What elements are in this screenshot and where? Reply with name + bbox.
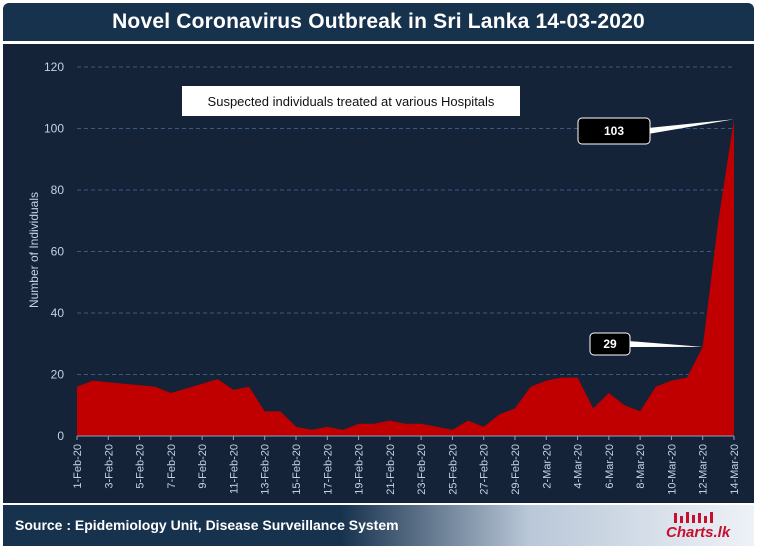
source-text: Source : Epidemiology Unit, Disease Surv… — [15, 517, 399, 533]
x-tick-label: 23-Feb-20 — [416, 444, 428, 495]
y-tick-label: 100 — [44, 122, 64, 136]
x-tick-label: 29-Feb-20 — [510, 444, 522, 495]
y-tick-label: 20 — [51, 368, 65, 382]
x-tick-label: 21-Feb-20 — [385, 444, 397, 495]
x-tick-label: 1-Feb-20 — [72, 444, 84, 489]
chart-subtitle: Suspected individuals treated at various… — [208, 94, 495, 109]
annotation-pointer — [628, 341, 703, 347]
annotation-pointer — [648, 119, 734, 134]
x-axis: 1-Feb-20 3-Feb-20 5-Feb-20 7-Feb-20 9-Feb-20… — [72, 435, 741, 495]
y-tick-label: 0 — [57, 429, 64, 443]
x-tick-label: 14-Mar-20 — [729, 444, 741, 495]
area-fill — [77, 119, 734, 437]
x-tick-label: 10-Mar-20 — [666, 444, 678, 495]
x-tick-label: 27-Feb-20 — [479, 444, 491, 495]
y-tick-labels: 0 20 40 60 80 100 120 — [44, 60, 64, 443]
y-tick-label: 60 — [51, 245, 65, 259]
annotation-label: 29 — [603, 337, 617, 351]
y-tick-label: 80 — [51, 183, 65, 197]
bar-chart-logo-icon — [674, 512, 713, 523]
annotations: 103 29 — [577, 117, 734, 356]
x-tick-label: 6-Mar-20 — [604, 444, 616, 489]
area-series — [77, 119, 734, 437]
x-tick-label: 8-Mar-20 — [635, 444, 647, 489]
x-tick-label: 3-Feb-20 — [103, 444, 115, 489]
logo-text: Charts.lk — [666, 524, 731, 541]
x-tick-label: 17-Feb-20 — [322, 444, 334, 495]
annotation-label: 103 — [604, 124, 624, 138]
annotation-box — [577, 117, 651, 145]
x-tick-label: 11-Feb-20 — [228, 444, 240, 494]
x-tick-label: 9-Feb-20 — [197, 444, 209, 489]
x-tick-label: 12-Mar-20 — [698, 444, 710, 495]
chart-subtitle-box — [182, 86, 520, 116]
x-tick-label: 5-Feb-20 — [135, 444, 147, 489]
y-axis-label: Number of Individuals — [27, 192, 41, 308]
x-tick-label: 2-Mar-20 — [541, 444, 553, 489]
x-tick-label: 25-Feb-20 — [447, 444, 459, 495]
annotation-box — [589, 332, 631, 356]
x-tick-label: 7-Feb-20 — [166, 444, 178, 489]
x-tick-label: 15-Feb-20 — [291, 444, 303, 495]
charts-lk-logo: Charts.lk — [666, 511, 744, 541]
x-tick-label: 13-Feb-20 — [260, 444, 272, 495]
footer-bar: Source : Epidemiology Unit, Disease Surv… — [3, 505, 754, 546]
page-title: Novel Coronavirus Outbreak in Sri Lanka … — [3, 3, 754, 41]
x-tick-label: 4-Mar-20 — [573, 444, 585, 489]
x-tick-label: 19-Feb-20 — [354, 444, 366, 495]
y-tick-label: 120 — [44, 60, 64, 74]
y-tick-label: 40 — [51, 306, 65, 320]
